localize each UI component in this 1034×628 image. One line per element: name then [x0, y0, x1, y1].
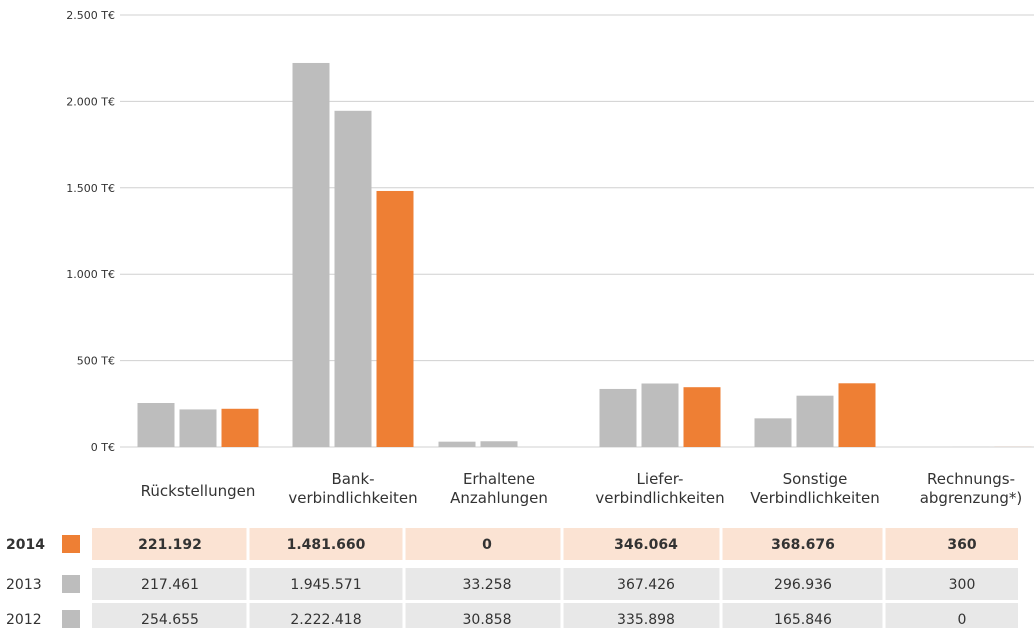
bar-2013-2	[480, 441, 518, 447]
category-label: Bank-	[331, 470, 374, 488]
bar-2013-0	[179, 409, 217, 447]
bar-2012-0	[137, 402, 175, 447]
bar-2012-3	[599, 388, 637, 447]
bar-2014-1	[376, 190, 414, 447]
y-tick-label: 1.000 T€	[66, 268, 115, 281]
table-cell: 296.936	[774, 577, 832, 593]
category-label: Anzahlungen	[450, 489, 548, 507]
table-cell: 368.676	[771, 537, 835, 553]
table-cell: 33.258	[463, 577, 512, 593]
table-year-label: 2014	[6, 537, 45, 553]
bar-2012-4	[754, 418, 792, 447]
y-tick-label: 2.000 T€	[66, 95, 115, 108]
bar-2013-1	[334, 110, 372, 447]
y-tick-label: 1.500 T€	[66, 182, 115, 195]
bar-2014-0	[221, 408, 259, 447]
table-cell: 360	[947, 537, 976, 553]
legend-swatch-2013	[62, 575, 80, 593]
bar-2013-3	[641, 383, 679, 447]
category-label: verbindlichkeiten	[288, 489, 417, 507]
bar-2014-3	[683, 387, 721, 447]
category-label: Erhaltene	[463, 470, 535, 488]
category-label: Rückstellungen	[141, 482, 256, 500]
y-tick-label: 500 T€	[77, 355, 115, 368]
y-tick-label: 2.500 T€	[66, 9, 115, 22]
y-tick-label: 0 T€	[91, 441, 115, 454]
table-cell: 254.655	[141, 612, 199, 628]
table-cell: 335.898	[617, 612, 675, 628]
table-cell: 2.222.418	[290, 612, 361, 628]
bar-2012-1	[292, 62, 330, 447]
category-label: abgrenzung*)	[920, 489, 1023, 507]
table-year-label: 2012	[6, 612, 42, 628]
table-row-bg	[92, 603, 1018, 628]
table-cell: 1.481.660	[287, 537, 366, 553]
category-label: verbindlichkeiten	[595, 489, 724, 507]
category-label: Sonstige	[783, 470, 848, 488]
table-cell: 30.858	[463, 612, 512, 628]
table-cell: 346.064	[614, 537, 678, 553]
table-cell: 217.461	[141, 577, 199, 593]
table-cell: 221.192	[138, 537, 202, 553]
table-cell: 1.945.571	[290, 577, 361, 593]
table-cell: 165.846	[774, 612, 832, 628]
table-cell: 0	[958, 612, 967, 628]
legend-swatch-2014	[62, 535, 80, 553]
bar-2012-2	[438, 441, 476, 447]
legend-swatch-2012	[62, 610, 80, 628]
bar-2014-4	[838, 383, 876, 447]
table-year-label: 2013	[6, 577, 42, 593]
category-label: Rechnungs-	[927, 470, 1015, 488]
bar-2013-4	[796, 395, 834, 447]
category-label: Liefer-	[637, 470, 684, 488]
table-cell: 300	[949, 577, 976, 593]
category-label: Verbindlichkeiten	[750, 489, 879, 507]
table-cell: 0	[482, 537, 492, 553]
table-row-bg	[92, 528, 1018, 560]
table-row-bg	[92, 568, 1018, 600]
table-cell: 367.426	[617, 577, 675, 593]
